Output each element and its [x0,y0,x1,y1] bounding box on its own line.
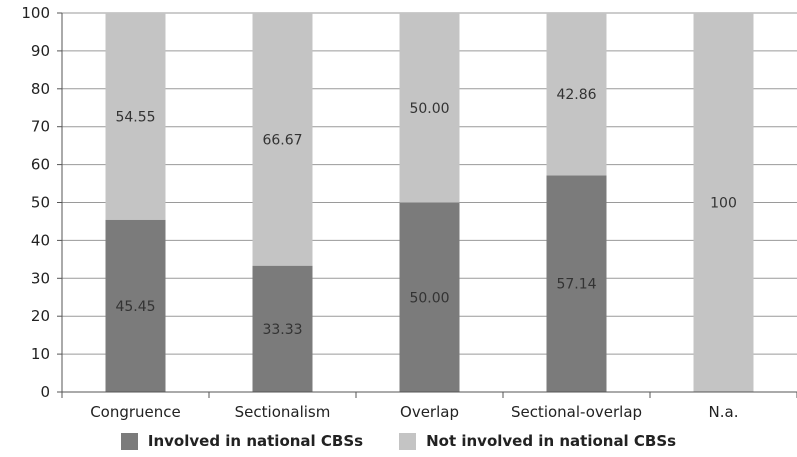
bar-segment-involved [546,175,607,392]
legend-item-not-involved: Not involved in national CBSs [399,432,676,450]
axes [57,12,797,398]
bar-segment-not-involved [693,13,754,392]
y-tick-label: 90 [31,42,50,60]
y-tick-label: 30 [31,269,50,287]
data-label: 50.00 [409,290,449,306]
data-label: 50.00 [409,101,449,117]
x-category-label: N.a. [709,403,739,421]
bar-segment-not-involved [546,13,607,176]
bar-segment-not-involved [105,13,166,220]
legend: Involved in national CBSs Not involved i… [0,428,797,454]
labels: 0 10 20 30 40 50 60 70 80 90 100 45.45 54.55 Congruen… [21,4,738,421]
bar-segment-involved [252,265,313,392]
x-category-label: Congruence [90,403,181,421]
legend-label-involved: Involved in national CBSs [147,432,364,450]
y-tick-label: 80 [31,80,50,98]
y-tick-label: 0 [40,383,50,401]
legend-item-involved: Involved in national CBSs [120,432,364,450]
data-label: 45.45 [115,299,155,315]
bar-segment-not-involved [399,13,460,203]
bar-segment-involved [399,202,460,392]
bars [105,13,754,392]
x-category-label: Sectional-overlap [511,403,642,421]
y-tick-label: 40 [31,231,50,249]
data-label: 42.86 [556,87,596,103]
legend-label-not-involved: Not involved in national CBSs [426,432,677,450]
legend-swatch-involved [120,432,138,450]
data-label: 54.55 [115,109,155,125]
data-label: 33.33 [262,322,302,338]
stacked-bar-chart: 0 10 20 30 40 50 60 70 80 90 100 45.45 54.55 Congruen… [21,4,797,421]
x-category-label: Overlap [400,403,459,421]
y-tick-label: 70 [31,118,50,136]
legend-swatch-not-involved [399,432,417,450]
data-label: 66.67 [262,132,302,148]
bar-segment-involved [105,219,166,392]
bar-segment-not-involved [252,13,313,266]
y-tick-label: 100 [21,4,50,22]
data-label: 100 [710,196,737,212]
y-tick-label: 50 [31,194,50,212]
y-tick-label: 10 [31,345,50,363]
data-label: 57.14 [556,277,596,293]
x-category-label: Sectionalism [235,403,331,421]
y-tick-label: 60 [31,156,50,174]
y-tick-label: 20 [31,307,50,325]
